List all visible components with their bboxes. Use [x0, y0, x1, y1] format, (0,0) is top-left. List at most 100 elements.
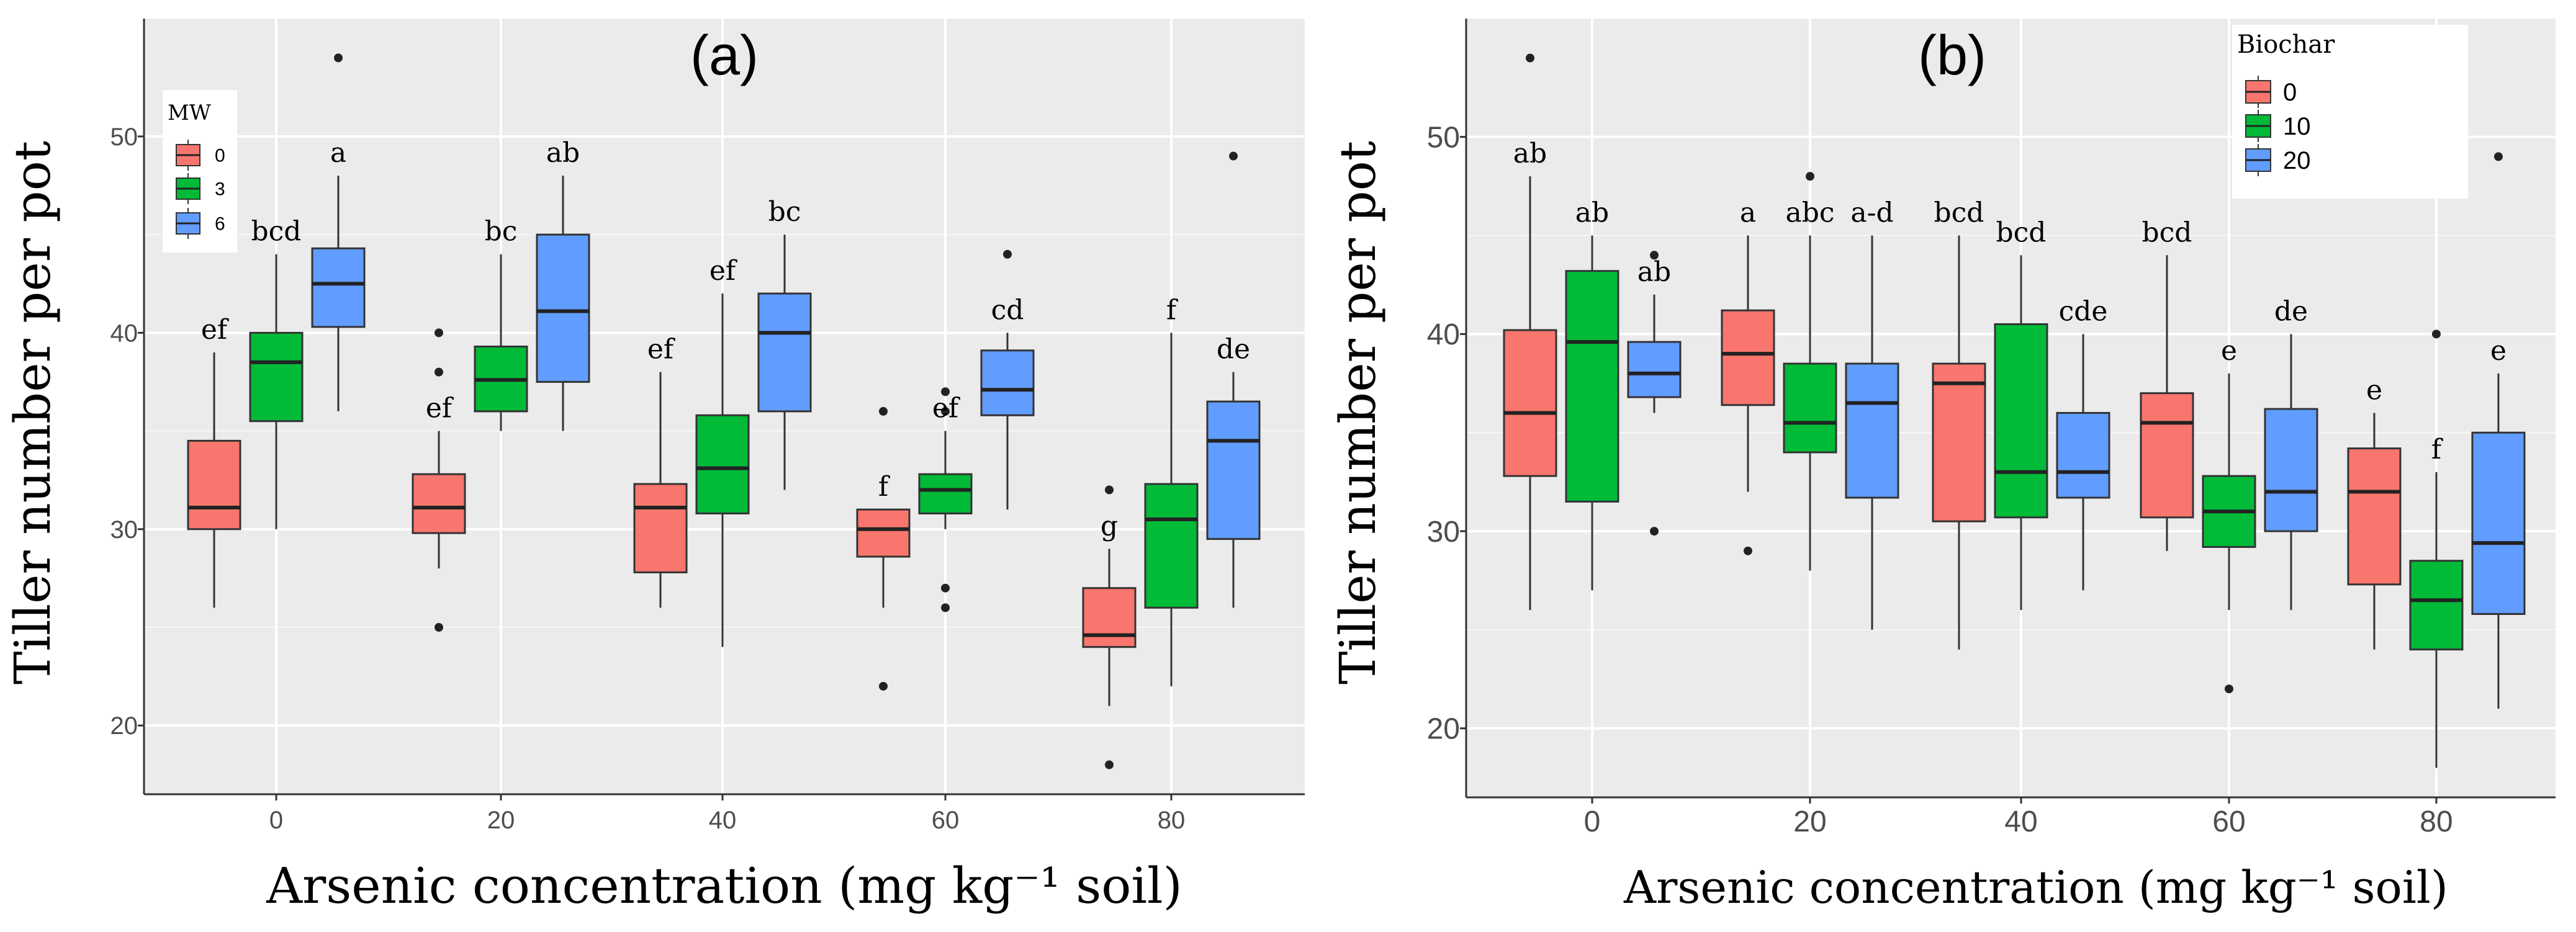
- box: [695, 414, 750, 514]
- outlier-point: [1105, 485, 1114, 495]
- outlier-point: [1650, 251, 1659, 260]
- legend-title: MW: [168, 101, 211, 125]
- x-tick-label: 60: [932, 807, 960, 834]
- x-tick-label: 0: [1584, 805, 1601, 838]
- x-axis-title: Arsenic concentration (mg kg⁻¹ soil): [1623, 861, 2448, 913]
- significance-label: bcd: [1996, 217, 2047, 248]
- outlier-point: [2225, 684, 2233, 694]
- box: [1932, 362, 1986, 522]
- significance-label: e: [2490, 335, 2506, 367]
- significance-label: g: [1101, 510, 1118, 542]
- box: [856, 508, 911, 558]
- legend: Biochar 0 10 20: [2232, 25, 2468, 199]
- outlier-point: [879, 681, 888, 691]
- significance-label: f: [2431, 434, 2443, 465]
- box: [1565, 270, 1619, 503]
- significance-label: ab: [1637, 256, 1671, 288]
- outlier-point: [1003, 249, 1012, 259]
- x-tick-label: 20: [1793, 805, 1826, 838]
- outlier-point: [1806, 172, 1814, 181]
- legend-entry-label: 20: [2283, 147, 2311, 174]
- significance-label: abc: [1785, 197, 1834, 228]
- outlier-point: [941, 603, 950, 612]
- outlier-point: [1526, 53, 1534, 63]
- box: [1994, 323, 2048, 519]
- box: [2409, 560, 2464, 651]
- outlier-point: [334, 53, 343, 63]
- significance-label: bcd: [1934, 197, 1984, 228]
- box: [633, 483, 688, 573]
- significance-label: cd: [991, 294, 1024, 326]
- legend-entry-label: 0: [2283, 79, 2297, 106]
- legend: MW 0 3 6: [163, 90, 237, 253]
- significance-label: ef: [709, 255, 737, 287]
- outlier-point: [2494, 152, 2503, 161]
- outlier-point: [1744, 546, 1752, 555]
- box: [757, 292, 812, 413]
- x-axis-title: Arsenic concentration (mg kg⁻¹ soil): [266, 857, 1182, 915]
- legend-entry-label: 6: [215, 214, 225, 235]
- significance-label: cde: [2059, 295, 2108, 327]
- x-tick-label: 20: [487, 807, 515, 834]
- x-tick-label: 80: [1158, 807, 1186, 834]
- box: [1721, 309, 1775, 406]
- box: [536, 233, 590, 383]
- outlier-point: [2432, 329, 2441, 339]
- significance-label: f: [878, 471, 890, 503]
- significance-label: a: [1740, 197, 1756, 228]
- outlier-point: [1229, 151, 1238, 161]
- box: [311, 247, 366, 328]
- significance-label: ef: [647, 334, 675, 365]
- outlier-point: [941, 406, 950, 416]
- legend-background: [2232, 25, 2468, 199]
- box: [412, 473, 466, 534]
- outlier-point: [435, 367, 443, 377]
- x-tick-label: 40: [2004, 805, 2037, 838]
- box: [980, 349, 1035, 416]
- y-axis-title: Tiller number per pot: [4, 141, 61, 684]
- box: [2056, 411, 2110, 499]
- significance-label: bc: [768, 196, 801, 228]
- significance-label: e: [2221, 335, 2237, 367]
- y-tick-label: 40: [110, 320, 138, 347]
- y-tick-label: 50: [110, 123, 138, 151]
- significance-label: bc: [485, 216, 518, 248]
- significance-label: de: [1217, 334, 1250, 365]
- outlier-point: [941, 387, 950, 397]
- legend-entry-label: 0: [215, 146, 225, 166]
- significance-label: ef: [201, 314, 229, 346]
- box: [1082, 587, 1137, 648]
- x-tick-label: 0: [269, 807, 283, 834]
- y-axis-title: Tiller number per pot: [1329, 141, 1387, 684]
- y-tick-label: 40: [1427, 318, 1460, 351]
- significance-label: bcd: [251, 216, 302, 248]
- box: [1144, 483, 1199, 609]
- significance-label: bcd: [2142, 217, 2192, 248]
- box: [1783, 362, 1837, 454]
- x-tick-label: 80: [2420, 805, 2452, 838]
- box: [1845, 362, 1899, 499]
- outlier-point: [1650, 527, 1659, 536]
- y-tick-label: 20: [1427, 713, 1460, 746]
- y-tick-label: 50: [1427, 121, 1460, 154]
- x-tick-label: 60: [2212, 805, 2245, 838]
- y-tick-label: 20: [110, 712, 138, 740]
- significance-label: ab: [1513, 138, 1547, 169]
- significance-label: de: [2274, 295, 2308, 327]
- outlier-point: [435, 328, 443, 338]
- box: [2264, 408, 2318, 532]
- box: [2140, 392, 2194, 519]
- significance-label: f: [1166, 294, 1178, 326]
- box: [1627, 341, 1682, 398]
- legend-entry-label: 10: [2283, 113, 2311, 140]
- significance-label: a-d: [1850, 197, 1893, 228]
- panel-label: (a): [690, 25, 759, 87]
- box: [1503, 329, 1557, 477]
- significance-label: ef: [932, 393, 960, 424]
- legend-entry-label: 3: [215, 179, 225, 200]
- box: [249, 331, 304, 423]
- significance-label: ab: [546, 137, 580, 169]
- outlier-point: [1105, 760, 1114, 769]
